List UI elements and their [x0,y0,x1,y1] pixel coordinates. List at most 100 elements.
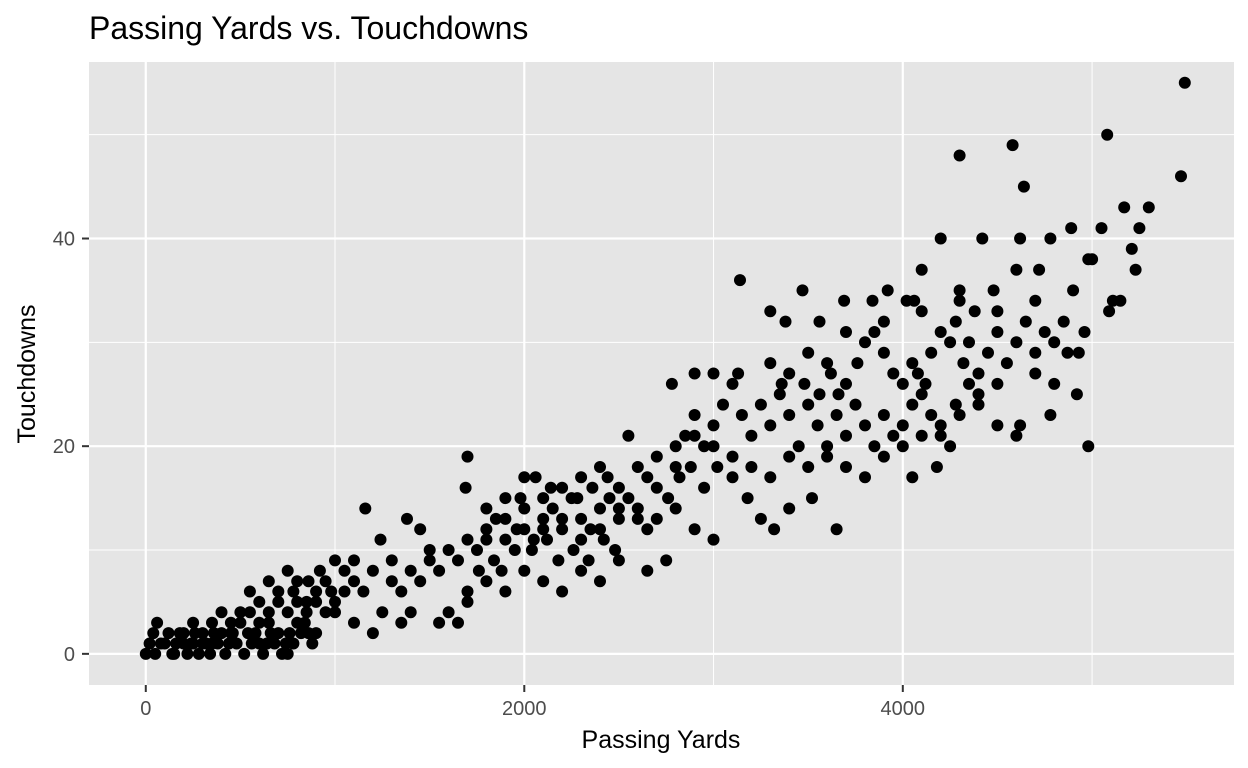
data-point [385,554,398,567]
data-point [1178,76,1191,89]
data-point [461,585,474,598]
data-point [243,606,256,619]
y-tick-label-20: 20 [53,436,75,458]
data-point [707,440,720,453]
data-point [665,377,678,390]
data-point [991,305,1004,318]
data-point [896,419,909,432]
data-point [575,512,588,525]
data-point [556,523,569,536]
data-point [1061,346,1074,359]
data-point [688,409,701,421]
data-point [395,616,408,629]
data-point [291,575,304,588]
data-point [302,627,315,640]
data-point [802,346,815,359]
data-point [813,315,826,328]
data-point [679,429,692,442]
data-point [925,346,938,359]
data-point [192,647,205,660]
data-point [609,544,622,556]
data-point [319,575,332,588]
data-point [1175,170,1187,183]
data-point [821,357,834,370]
chart-title: Passing Yards vs. Touchdowns [89,10,528,46]
data-point [915,263,928,276]
data-point [1019,315,1032,328]
data-point [459,481,472,494]
data-point [650,481,663,494]
data-point [991,326,1004,338]
data-point [452,554,464,567]
data-point [796,284,809,297]
data-point [537,492,550,505]
data-point [802,461,815,473]
data-point [529,471,542,484]
data-point [726,471,739,484]
data-point [764,419,777,432]
data-point [189,627,201,640]
data-point [707,533,720,546]
data-point [1014,232,1027,245]
data-point [1006,139,1019,152]
data-point [754,398,767,411]
data-point [471,544,483,556]
data-point [1078,326,1091,338]
data-point [953,284,966,297]
x-tick-label-4000: 4000 [881,698,926,720]
data-point [546,502,559,515]
data-point [840,326,852,338]
data-point [582,554,595,567]
data-point [612,502,625,515]
data-point [262,606,275,619]
data-point [480,575,493,588]
data-point [298,616,311,629]
data-point [1057,315,1070,328]
data-point [963,336,975,349]
data-point [401,512,413,525]
data-point [385,575,398,588]
data-point [840,461,852,473]
data-point [650,512,663,525]
data-point [840,377,852,390]
data-point [243,585,256,598]
data-point [234,616,247,629]
data-point [798,377,811,390]
data-point [811,419,824,432]
data-point [1082,440,1095,453]
data-point [982,346,994,359]
data-point [488,554,500,567]
data-point [641,564,654,577]
data-point [594,461,606,473]
grid-minor [89,62,1234,685]
data-point [359,502,372,515]
data-point [219,647,232,660]
data-point [575,564,588,577]
data-point [1086,253,1099,266]
data-point [257,647,270,660]
data-point [1065,222,1078,235]
data-point [211,637,224,650]
data-point [527,533,540,546]
data-point [717,398,729,411]
data-point [276,647,288,660]
data-point [957,357,970,370]
data-point [594,523,606,536]
data-point [366,627,379,640]
data-point [1129,263,1142,276]
data-point [268,637,281,650]
data-point [1033,263,1046,276]
data-point [688,429,701,442]
data-point [688,367,701,380]
data-point [859,419,871,432]
data-point [830,523,843,536]
data-point [698,481,711,494]
data-point [495,564,508,577]
data-point [711,461,724,473]
data-point [262,575,275,588]
data-point [338,585,351,598]
data-point [544,481,557,494]
data-point [968,305,981,318]
data-point [525,544,538,556]
data-point [291,595,304,608]
